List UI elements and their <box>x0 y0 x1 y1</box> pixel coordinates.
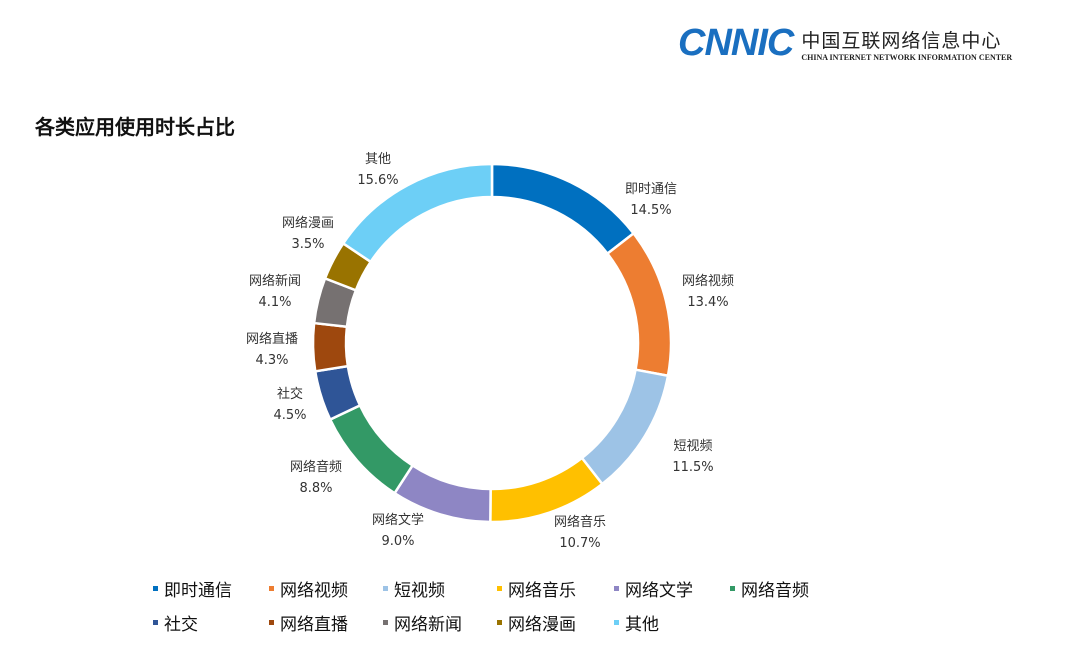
legend-label: 网络漫画 <box>508 615 576 635</box>
donut-slice-2 <box>580 368 670 486</box>
data-label-name: 网络文学 <box>372 512 424 528</box>
data-label-value: 10.7% <box>559 536 600 551</box>
legend-item: 网络音频 <box>730 576 809 601</box>
data-label-name: 社交 <box>277 386 303 402</box>
legend-swatch <box>497 586 502 591</box>
legend-label: 社交 <box>164 615 198 635</box>
donut-slice-10 <box>341 162 494 264</box>
data-label-name: 网络音乐 <box>554 514 606 530</box>
legend-item: 其他 <box>614 610 659 635</box>
data-label-name: 网络直播 <box>246 331 298 347</box>
legend-swatch <box>153 586 158 591</box>
legend-item: 网络音乐 <box>497 576 576 601</box>
data-label-value: 4.5% <box>273 408 306 423</box>
legend-label: 网络音频 <box>741 581 809 601</box>
legend-item: 网络视频 <box>269 576 348 601</box>
data-label-value: 3.5% <box>291 237 324 252</box>
donut-slice-0 <box>490 162 636 256</box>
legend-label: 网络直播 <box>280 615 348 635</box>
donut-slice-3 <box>489 456 605 524</box>
legend-item: 短视频 <box>383 576 445 601</box>
data-label-value: 15.6% <box>357 173 398 188</box>
data-label-name: 网络漫画 <box>282 215 334 231</box>
data-label-name: 即时通信 <box>625 182 677 197</box>
logo-mark: CNNIC <box>678 22 794 64</box>
legend-item: 即时通信 <box>153 576 232 601</box>
data-label-value: 11.5% <box>672 460 713 475</box>
legend-swatch <box>269 586 274 591</box>
legend-swatch <box>269 620 274 625</box>
data-label-value: 4.3% <box>255 353 288 368</box>
donut-slice-5 <box>328 403 415 495</box>
logo-en: CHINA INTERNET NETWORK INFORMATION CENTE… <box>801 52 1013 62</box>
data-label-value: 8.8% <box>299 481 332 496</box>
legend-label: 网络新闻 <box>394 615 462 635</box>
legend-swatch <box>730 586 735 591</box>
legend-label: 网络音乐 <box>508 581 576 601</box>
legend-label: 即时通信 <box>164 581 232 601</box>
legend-label: 网络视频 <box>280 581 348 601</box>
legend-label: 其他 <box>625 615 659 635</box>
donut-slice-7 <box>311 321 350 373</box>
data-label-name: 其他 <box>365 152 391 167</box>
legend-swatch <box>383 620 388 625</box>
legend-item: 社交 <box>153 610 198 635</box>
chart-title: 各类应用使用时长占比 <box>35 115 235 139</box>
legend-item: 网络文学 <box>614 576 693 601</box>
logo-cn: 中国互联网络信息中心 <box>801 29 1002 52</box>
legend-item: 网络新闻 <box>383 610 462 635</box>
data-label-value: 4.1% <box>258 295 291 310</box>
legend-label: 短视频 <box>394 581 445 601</box>
data-label-value: 13.4% <box>687 295 728 310</box>
legend-label: 网络文学 <box>625 581 693 601</box>
donut-slice-1 <box>605 231 673 378</box>
legend-swatch <box>614 586 619 591</box>
legend-item: 网络漫画 <box>497 610 576 635</box>
data-label-value: 14.5% <box>630 203 671 218</box>
data-label-name: 网络音频 <box>290 459 342 475</box>
data-label-name: 短视频 <box>673 439 712 454</box>
cnnic-logo: CNNIC 中国互联网络信息中心 CHINA INTERNET NETWORK … <box>678 22 1012 65</box>
data-label-value: 9.0% <box>381 534 414 549</box>
data-label-name: 网络新闻 <box>249 273 301 289</box>
legend-item: 网络直播 <box>269 610 348 635</box>
legend-swatch <box>497 620 502 625</box>
data-label-name: 网络视频 <box>682 273 734 289</box>
legend-swatch <box>614 620 619 625</box>
legend-swatch <box>153 620 158 625</box>
legend-swatch <box>383 586 388 591</box>
